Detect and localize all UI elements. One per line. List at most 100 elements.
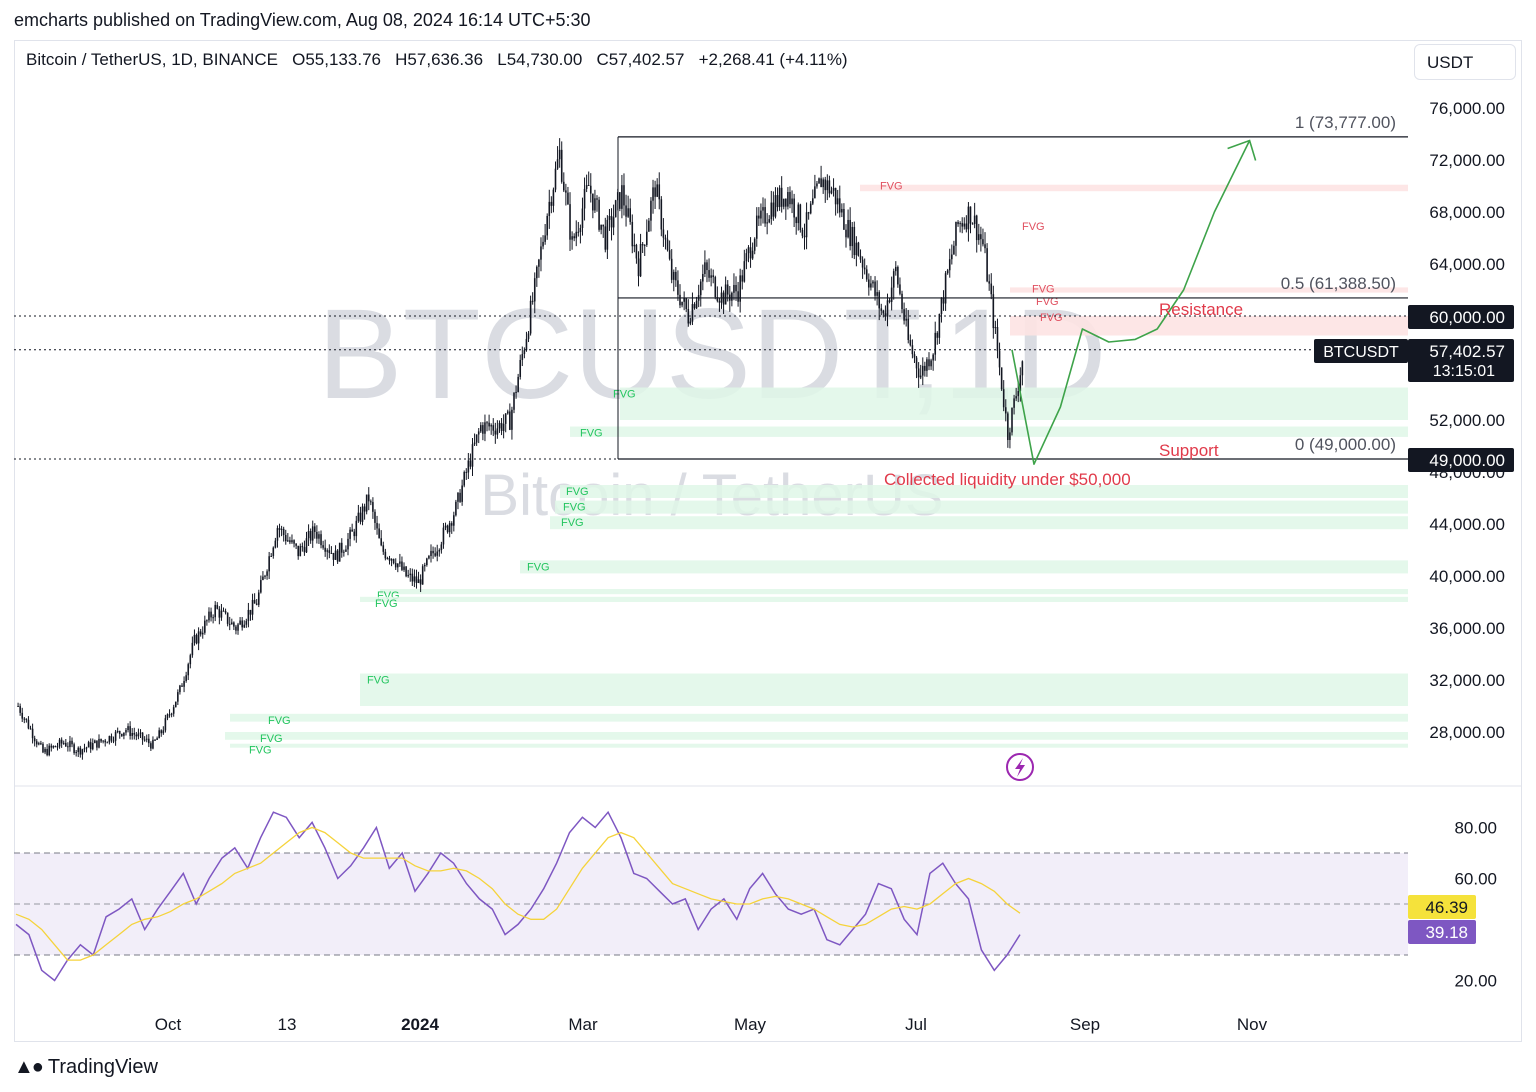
candle-body [598, 199, 600, 230]
candle-body [245, 620, 248, 625]
fvg-label: FVG [367, 675, 390, 687]
candle-body [693, 304, 696, 309]
candle-body [139, 732, 142, 734]
fvg-bullish-zone [225, 732, 1408, 740]
candle-body [820, 178, 822, 188]
candle-body [1019, 375, 1022, 392]
candle-body [430, 550, 432, 557]
legend-symbol: Bitcoin / TetherUS, 1D, BINANCE [26, 50, 278, 69]
candle-body [683, 298, 685, 302]
candle-body [426, 558, 428, 565]
legend-close: C57,402.57 [596, 50, 685, 69]
candle-body [998, 351, 1001, 368]
candle-body [62, 742, 65, 744]
candle-body [587, 185, 590, 187]
candle-body [807, 212, 810, 214]
candle-body [745, 253, 748, 262]
candle-body [338, 542, 341, 562]
candle-body [208, 611, 210, 621]
candle-body [17, 706, 19, 707]
candle-body [876, 292, 878, 296]
candle-body [737, 291, 739, 302]
candle-body [697, 295, 700, 301]
candle-body [915, 357, 918, 369]
candle-body [861, 259, 864, 268]
candle-body [654, 187, 656, 197]
candle-body [780, 187, 783, 207]
candle-body [48, 745, 50, 756]
candle-body [166, 714, 169, 719]
candle-body [523, 350, 526, 355]
candle-body [870, 283, 872, 288]
candle-body [801, 230, 804, 236]
candle-body [589, 185, 592, 194]
candle-body [419, 579, 422, 585]
fvg-bullish-zone [570, 426, 1408, 437]
candle-body [309, 530, 312, 541]
rsi-value-label: 39.18 [1425, 923, 1468, 942]
candle-body [604, 226, 607, 250]
candle-body [971, 223, 974, 225]
candle-body [702, 273, 704, 282]
candle-body [372, 502, 374, 512]
tradingview-logo[interactable]: ▲● TradingView [14, 1056, 158, 1079]
level-60k-tag [1408, 305, 1514, 329]
candle-body [729, 294, 731, 301]
candle-body [284, 534, 287, 542]
candle-body [735, 284, 737, 292]
candle-body [340, 542, 343, 553]
candle-body [726, 284, 729, 295]
candle-body [172, 707, 175, 714]
candle-body [486, 422, 488, 424]
candle-body [930, 360, 932, 367]
candle-body [199, 631, 202, 635]
candle-body [27, 719, 30, 729]
candle-body [359, 512, 362, 522]
candle-body [666, 239, 669, 251]
candle-body [853, 226, 856, 256]
candle-body [457, 492, 459, 502]
candle-body [347, 538, 349, 550]
candle-body [170, 713, 173, 715]
candle-body [635, 244, 638, 259]
candle-body [287, 540, 289, 542]
candle-body [264, 575, 266, 577]
candle-body [195, 634, 198, 644]
candle-body [477, 431, 480, 435]
candle-body [135, 734, 138, 737]
rsi-tick-label: 20.00 [1454, 972, 1497, 991]
level-60k-label: 60,000.00 [1429, 308, 1505, 327]
candle-body [560, 149, 563, 182]
candle-body [747, 247, 750, 254]
candle-body [529, 300, 532, 334]
candle-body [832, 187, 835, 191]
price-axis[interactable]: 76,000.00 72,000.00 68,000.00 64,000.00 52,0… [1429, 99, 1505, 991]
fvg-bullish-zone [550, 516, 1408, 530]
candle-body [23, 718, 26, 720]
candle-body [959, 223, 961, 225]
candle-body [85, 747, 88, 749]
candle-body [884, 313, 887, 317]
candle-body [307, 530, 310, 539]
candle-body [826, 180, 829, 191]
fvg-label: FVG [880, 181, 903, 193]
rsi-line [15, 810, 1021, 982]
candle-body [52, 746, 55, 748]
candle-body [87, 742, 90, 748]
candle-body [384, 551, 387, 559]
fvg-label: FVG [566, 486, 589, 498]
fvg-label: FVG [563, 502, 586, 514]
fvg-bullish-zone [380, 589, 1408, 595]
candle-body [496, 428, 499, 435]
price-tick-label: 64,000.00 [1429, 255, 1505, 274]
candle-body [446, 525, 449, 533]
candles [17, 138, 1024, 760]
candle-body [662, 229, 665, 238]
time-axis[interactable]: Oct 13 2024 Mar May Jul Sep Nov [155, 1015, 1268, 1034]
candle-body [511, 409, 513, 430]
candle-body [282, 528, 285, 535]
currency-button[interactable]: USDT [1414, 44, 1516, 80]
candle-body [569, 204, 571, 240]
candle-body [110, 736, 113, 741]
